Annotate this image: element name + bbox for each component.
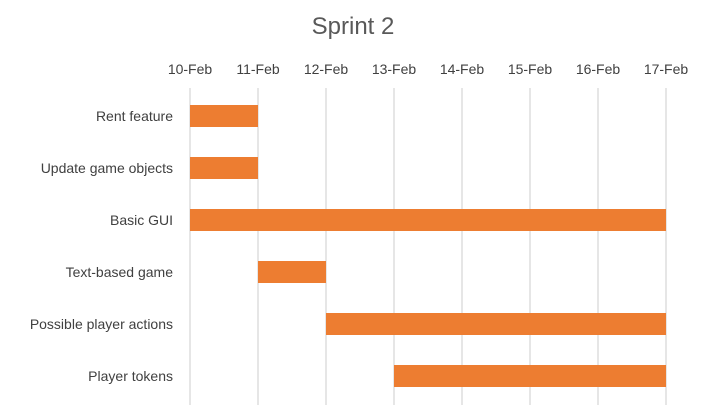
task-bar (190, 157, 258, 179)
x-tick-label: 12-Feb (304, 61, 349, 77)
category-label: Rent feature (96, 108, 173, 124)
task-bar (258, 261, 326, 283)
x-tick-label: 17-Feb (644, 61, 689, 77)
x-tick-label: 11-Feb (236, 61, 280, 77)
category-label: Basic GUI (110, 212, 173, 228)
gridlines (189, 88, 667, 405)
x-tick-label: 13-Feb (372, 61, 417, 77)
x-axis-ticks: 10-Feb 11-Feb 12-Feb 13-Feb 14-Feb 15-Feb 16-F… (168, 61, 689, 77)
task-bar (190, 209, 666, 231)
x-tick-label: 10-Feb (168, 61, 213, 77)
x-tick-label: 16-Feb (576, 61, 621, 77)
category-label: Text-based game (66, 264, 174, 280)
category-label: Update game objects (41, 160, 173, 176)
x-tick-label: 14-Feb (440, 61, 485, 77)
bars (190, 105, 666, 387)
chart-title: Sprint 2 (312, 13, 395, 40)
category-label: Player tokens (88, 368, 173, 384)
category-label: Possible player actions (30, 316, 173, 332)
task-bar (190, 105, 258, 127)
x-tick-label: 15-Feb (508, 61, 553, 77)
task-bar (394, 365, 666, 387)
task-bar (326, 313, 666, 335)
y-axis-categories: Rent feature Update game objects Basic GUI… (30, 108, 173, 384)
